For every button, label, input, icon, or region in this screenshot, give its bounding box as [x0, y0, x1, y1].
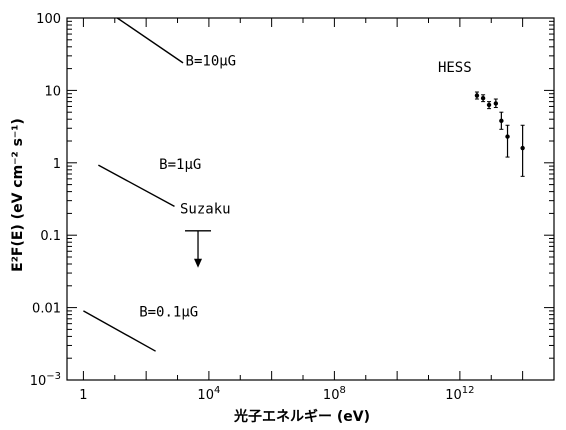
x-axis-tick-labels: 1 104 108 1012 [79, 385, 474, 403]
y-tick-label: 0.01 [32, 302, 61, 317]
y-tick-label: 1 [53, 157, 61, 172]
data-point [499, 111, 504, 130]
y-axis-ticks [67, 17, 554, 381]
x-tick-label: 108 [323, 385, 346, 403]
model-line [116, 17, 184, 64]
annotation-label: Suzaku [180, 201, 231, 217]
annotation-label: B=10μG [186, 54, 237, 70]
x-axis-label: 光子エネルギー (eV) [233, 408, 370, 425]
annotation-layer: B=10μG B=1μG Suzaku B=0.1μG HESS [139, 54, 471, 321]
series-layer [83, 17, 525, 352]
data-point [480, 94, 486, 103]
x-tick-label: 1012 [445, 385, 474, 403]
data-point [520, 124, 525, 177]
annotation-label: B=1μG [159, 157, 201, 173]
upper-limit-marker [185, 230, 212, 268]
data-point [505, 124, 510, 158]
annotation-label: B=0.1μG [139, 305, 198, 321]
y-tick-label: 10 [44, 84, 61, 99]
y-tick-label: 100 [36, 12, 61, 27]
y-axis-tick-labels: 10−3 0.01 0.1 1 10 100 [30, 12, 61, 389]
plot-frame-rect [66, 17, 555, 381]
x-axis-ticks [82, 18, 555, 380]
x-tick-label: 1 [79, 388, 87, 403]
y-tick-label: 0.1 [40, 229, 61, 244]
model-line [98, 164, 175, 208]
data-point [486, 101, 492, 110]
annotation-label: HESS [438, 60, 472, 76]
data-point [493, 98, 499, 109]
plot-frame [66, 17, 555, 381]
y-axis-label: E²F(E) (eV cm⁻² s⁻¹) [10, 118, 26, 272]
data-point [474, 91, 480, 100]
x-tick-label: 104 [197, 385, 220, 403]
model-line [83, 310, 156, 352]
y-tick-label: 10−3 [30, 371, 61, 389]
